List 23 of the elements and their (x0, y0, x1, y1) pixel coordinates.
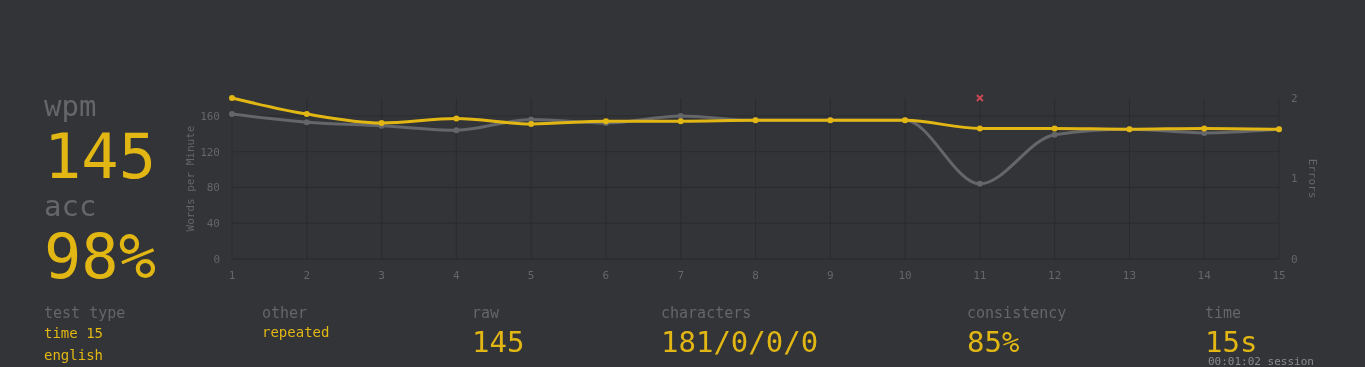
text: english (44, 347, 104, 363)
point (303, 119, 310, 126)
text: 98% (44, 220, 156, 293)
text: 181/0/0/0 (661, 325, 819, 359)
point (229, 111, 235, 118)
point (677, 118, 684, 125)
point (976, 180, 983, 187)
text: 00:01:02 session (1208, 355, 1314, 367)
text: 85% (967, 325, 1020, 359)
text: repeated (262, 324, 330, 340)
point (976, 125, 983, 132)
text: 145 (44, 120, 156, 193)
point (303, 111, 310, 118)
point (453, 127, 460, 134)
point (453, 115, 460, 122)
point (528, 120, 535, 127)
point (677, 112, 684, 119)
point (1051, 125, 1058, 132)
text: 145 (472, 325, 525, 359)
point (229, 95, 235, 101)
point (1201, 125, 1208, 132)
point (1051, 131, 1058, 138)
text: time 15 (44, 325, 104, 341)
